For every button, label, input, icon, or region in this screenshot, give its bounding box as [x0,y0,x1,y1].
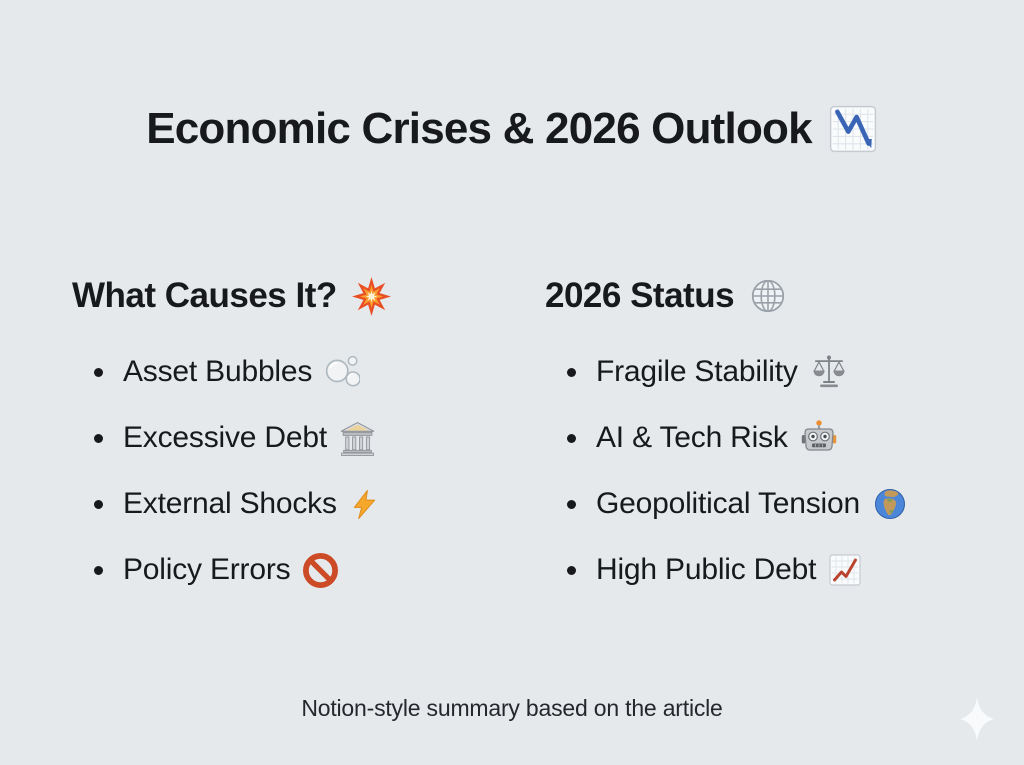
list-item: Fragile Stability [545,339,1015,405]
bullet-dot [567,565,576,575]
status-column: 2026 Status Fragile Stability [545,274,1015,603]
chart-decreasing-icon [828,104,878,154]
list-item: High Public Debt [545,537,1015,603]
list-item-label: AI & Tech Risk [596,421,788,454]
bullet-dot [567,499,576,509]
bullet-dot [94,433,103,443]
list-item-label: Fragile Stability [596,355,798,388]
high-voltage-icon [349,489,380,520]
bullet-dot [94,367,103,377]
causes-list: Asset Bubbles Excessive Debt [72,339,542,603]
status-list: Fragile Stability [545,339,1015,603]
prohibited-icon [302,552,339,589]
list-item: Geopolitical Tension [545,471,1015,537]
bullet-dot [94,499,103,509]
bullet-dot [567,433,576,443]
list-item-label: Policy Errors [123,553,291,586]
list-item-label: High Public Debt [596,553,817,586]
bullet-dot [94,565,103,575]
list-item-label: External Shocks [123,487,337,520]
footer-caption: Notion-style summary based on the articl… [301,695,723,721]
list-item-label: Asset Bubbles [123,355,313,388]
status-heading: 2026 Status [545,274,1015,318]
list-item: Asset Bubbles [72,339,542,405]
collision-icon [351,276,392,317]
bullet-dot [567,367,576,377]
list-item: Policy Errors [72,537,542,603]
sparkle-icon [958,696,996,742]
chart-increasing-icon [828,553,862,587]
causes-heading: What Causes It? [72,274,542,318]
classical-building-icon [339,420,376,457]
balance-scale-icon [810,353,848,391]
list-item: AI & Tech Risk [545,405,1015,471]
status-heading-label: 2026 Status [545,276,735,315]
robot-icon [800,419,838,457]
causes-column: What Causes It? Asset Bubbles [72,274,542,603]
list-item-label: Geopolitical Tension [596,487,860,520]
list-item: Excessive Debt [72,405,542,471]
causes-heading-label: What Causes It? [72,276,337,315]
globe-with-meridians-icon [748,276,788,316]
list-item-label: Excessive Debt [123,421,327,454]
list-item: External Shocks [72,471,542,537]
page-title: Economic Crises & 2026 Outlook [146,104,812,153]
bubbles-icon [324,354,361,390]
globe-showing-europe-africa-icon [872,486,908,522]
title-row: Economic Crises & 2026 Outlook [0,100,1024,158]
